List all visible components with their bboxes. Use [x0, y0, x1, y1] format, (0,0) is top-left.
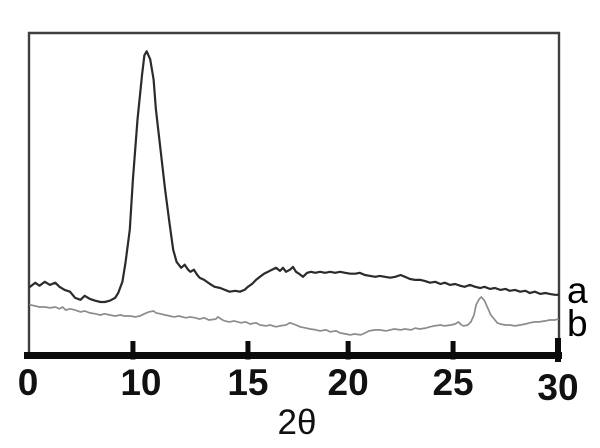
x-axis-title: 2θ: [277, 403, 317, 442]
x-tick-label-30: 30: [537, 367, 579, 408]
curve-label-b: b: [567, 303, 588, 344]
plot-frame: [27, 31, 561, 352]
curve-b-line: [29, 296, 559, 336]
x-tick-label-0: 0: [17, 362, 39, 403]
x-tick-label-20: 20: [327, 362, 369, 403]
x-tick-label-25: 25: [432, 362, 474, 403]
x-tick-label-15: 15: [227, 362, 269, 403]
curve-label-a: a: [567, 270, 588, 311]
x-tick-label-10: 10: [120, 362, 162, 403]
curve-a-line: [29, 50, 560, 304]
